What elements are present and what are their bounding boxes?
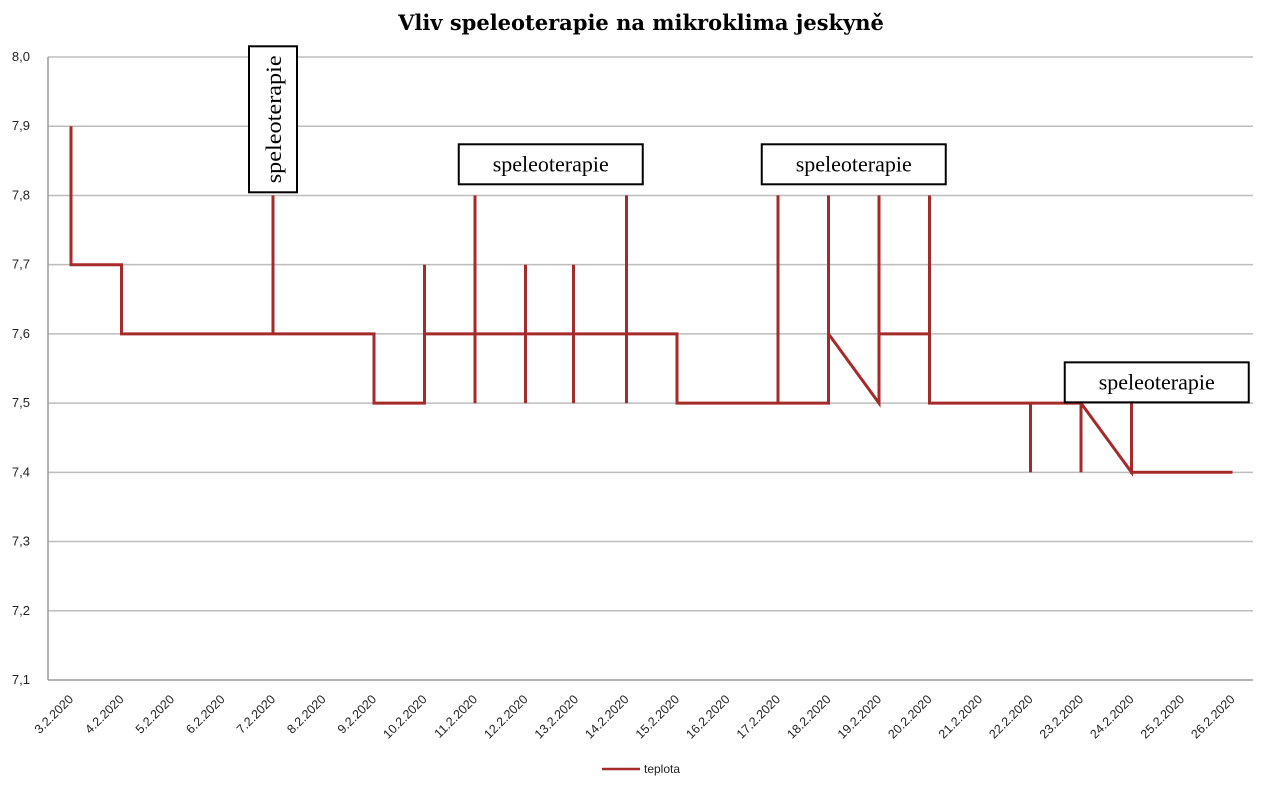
x-tick-label: 5.2.2020 <box>133 692 177 736</box>
annotation-box <box>248 45 298 194</box>
y-tick-label: 7,1 <box>12 672 30 687</box>
chart-title: Vliv speleoterapie na mikroklima jeskyně <box>397 10 884 35</box>
y-tick-label: 7,5 <box>12 395 30 410</box>
y-tick-label: 8,0 <box>12 49 30 64</box>
x-tick-label: 15.2.2020 <box>633 692 682 741</box>
y-tick-label: 7,7 <box>12 257 30 272</box>
x-tick-label: 6.2.2020 <box>183 692 227 736</box>
y-tick-label: 7,6 <box>12 326 30 341</box>
x-tick-label: 16.2.2020 <box>683 692 732 741</box>
y-tick-label: 7,3 <box>12 534 30 549</box>
x-tick-label: 26.2.2020 <box>1188 692 1237 741</box>
x-tick-label: 20.2.2020 <box>885 692 934 741</box>
annotation-label: speleoterapie <box>796 151 912 176</box>
x-tick-label: 7.2.2020 <box>234 692 278 736</box>
annotation-box <box>760 143 947 186</box>
x-tick-label: 25.2.2020 <box>1138 692 1187 741</box>
annotation-speleoterapie: speleoterapie <box>457 143 644 186</box>
annotation-speleoterapie: speleoterapie <box>760 143 947 186</box>
annotation-box <box>1063 361 1250 404</box>
annotation-speleoterapie: speleoterapie <box>1063 361 1250 404</box>
legend: teplota <box>602 762 680 776</box>
x-tick-label: 12.2.2020 <box>481 692 530 741</box>
annotation-label: speleoterapie <box>493 151 609 176</box>
y-axis-ticks: 7,1 7,2 7,3 7,4 7,5 7,6 7,7 7,8 7,9 8,0 <box>12 49 30 687</box>
series-teplota <box>69 126 1233 477</box>
x-tick-label: 19.2.2020 <box>835 692 884 741</box>
x-tick-label: 3.2.2020 <box>32 692 76 736</box>
x-tick-label: 8.2.2020 <box>284 692 328 736</box>
x-tick-label: 4.2.2020 <box>82 692 126 736</box>
legend-label-teplota: teplota <box>644 762 680 776</box>
series-line <box>69 126 1233 477</box>
x-tick-label: 14.2.2020 <box>582 692 631 741</box>
x-axis-ticks: 3.2.2020 4.2.2020 5.2.2020 6.2.2020 7.2.2020… <box>32 692 1238 741</box>
y-tick-label: 7,4 <box>12 464 30 479</box>
y-tick-label: 7,9 <box>12 118 30 133</box>
y-tick-label: 7,2 <box>12 603 30 618</box>
y-tick-label: 7,8 <box>12 187 30 202</box>
annotation-label: speleoterapie <box>261 55 286 183</box>
x-tick-label: 13.2.2020 <box>532 692 581 741</box>
annotation-label: speleoterapie <box>1099 369 1215 394</box>
annotation-box <box>457 143 644 186</box>
x-tick-label: 21.2.2020 <box>936 692 985 741</box>
x-tick-label: 10.2.2020 <box>380 692 429 741</box>
annotation-speleoterapie: speleoterapie <box>248 45 298 194</box>
x-tick-label: 18.2.2020 <box>784 692 833 741</box>
x-tick-label: 23.2.2020 <box>1037 692 1086 741</box>
x-tick-label: 22.2.2020 <box>986 692 1035 741</box>
x-tick-label: 11.2.2020 <box>432 692 481 741</box>
x-tick-label: 9.2.2020 <box>335 692 379 736</box>
x-tick-label: 17.2.2020 <box>734 692 783 741</box>
annotations: speleoterapie speleoterapie speleoterapie s… <box>248 45 1250 404</box>
x-tick-label: 24.2.2020 <box>1087 692 1136 741</box>
